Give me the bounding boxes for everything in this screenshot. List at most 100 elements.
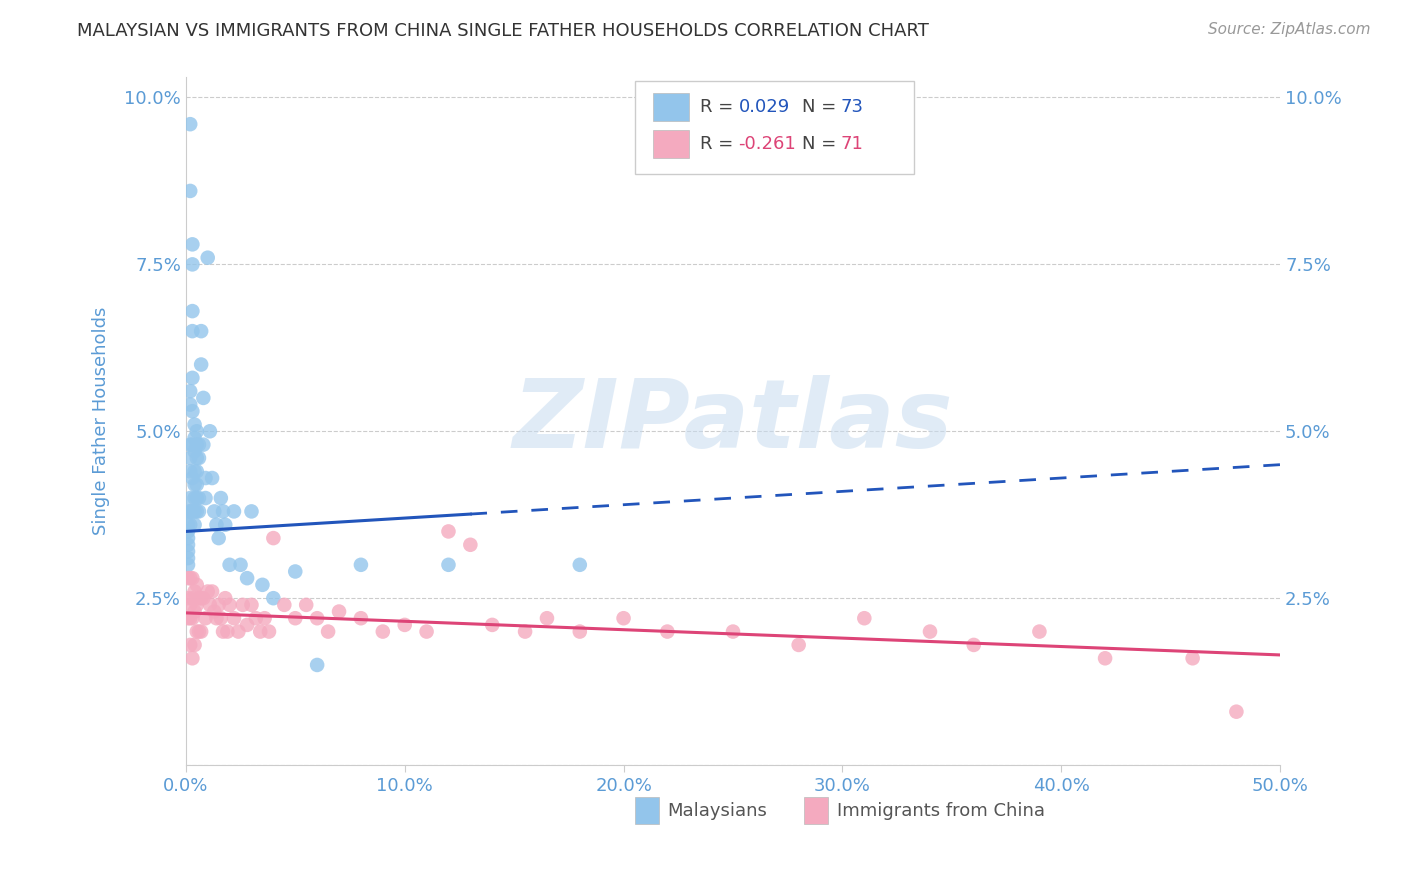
Point [1094, 651, 1116, 665]
Point [183, 444, 205, 458]
Point [181, 571, 204, 585]
Point [183, 517, 205, 532]
Point [721, 624, 744, 639]
Point [208, 598, 231, 612]
Point [177, 517, 200, 532]
Point [181, 471, 204, 485]
Point [232, 598, 254, 612]
Point [177, 538, 200, 552]
Point [201, 584, 224, 599]
Point [188, 624, 211, 639]
Point [240, 504, 263, 518]
Point [186, 578, 208, 592]
Text: N =: N = [801, 98, 842, 116]
Point [186, 504, 208, 518]
Point [209, 491, 232, 505]
Point [179, 504, 201, 518]
Point [194, 471, 217, 485]
Point [183, 417, 205, 432]
Point [212, 624, 235, 639]
Point [183, 477, 205, 491]
Point [188, 437, 211, 451]
Point [350, 558, 373, 572]
Point [536, 611, 558, 625]
Point [186, 624, 208, 639]
Text: Source: ZipAtlas.com: Source: ZipAtlas.com [1208, 22, 1371, 37]
Point [188, 504, 211, 518]
Text: 0.029: 0.029 [738, 98, 790, 116]
Point [253, 611, 276, 625]
Point [177, 504, 200, 518]
Point [228, 624, 250, 639]
Point [183, 605, 205, 619]
Bar [804, 797, 828, 823]
Point [394, 618, 416, 632]
Point [183, 431, 205, 445]
Point [181, 237, 204, 252]
Point [181, 304, 204, 318]
Point [179, 491, 201, 505]
Point [262, 531, 284, 545]
Point [181, 437, 204, 451]
Point [194, 491, 217, 505]
Point [181, 324, 204, 338]
Point [214, 517, 236, 532]
Text: N =: N = [801, 136, 842, 153]
Point [205, 611, 228, 625]
Point [181, 611, 204, 625]
Text: Immigrants from China: Immigrants from China [837, 802, 1045, 820]
Point [249, 624, 271, 639]
Point [179, 571, 201, 585]
Point [1225, 705, 1247, 719]
Point [316, 624, 339, 639]
Point [218, 598, 240, 612]
Point [177, 544, 200, 558]
Point [202, 504, 225, 518]
Point [568, 624, 591, 639]
Point [963, 638, 986, 652]
Point [217, 624, 239, 639]
Point [179, 517, 201, 532]
Text: -0.261: -0.261 [738, 136, 796, 153]
Point [568, 558, 591, 572]
Point [181, 404, 204, 418]
Point [307, 657, 329, 672]
Point [190, 324, 212, 338]
Point [437, 558, 460, 572]
Point [179, 117, 201, 131]
Point [218, 558, 240, 572]
Point [202, 605, 225, 619]
Bar [654, 130, 689, 158]
Point [513, 624, 536, 639]
Point [918, 624, 941, 639]
Point [179, 398, 201, 412]
Point [229, 558, 252, 572]
Text: MALAYSIAN VS IMMIGRANTS FROM CHINA SINGLE FATHER HOUSEHOLDS CORRELATION CHART: MALAYSIAN VS IMMIGRANTS FROM CHINA SINGL… [77, 22, 929, 40]
Point [201, 471, 224, 485]
Point [236, 618, 259, 632]
Point [328, 605, 350, 619]
Point [177, 591, 200, 606]
Point [188, 591, 211, 606]
Point [177, 558, 200, 572]
Point [198, 598, 221, 612]
Bar [634, 797, 658, 823]
Point [307, 611, 329, 625]
Point [194, 611, 217, 625]
Point [183, 491, 205, 505]
Point [177, 531, 200, 545]
Point [257, 624, 280, 639]
Point [183, 638, 205, 652]
Y-axis label: Single Father Households: Single Father Households [93, 307, 110, 535]
Point [179, 437, 201, 451]
Point [853, 611, 876, 625]
Point [177, 524, 200, 539]
Point [177, 551, 200, 566]
Point [284, 611, 307, 625]
Point [350, 611, 373, 625]
Point [179, 638, 201, 652]
Point [186, 450, 208, 465]
Text: ZIPatlas: ZIPatlas [513, 375, 953, 467]
Point [186, 491, 208, 505]
Point [1028, 624, 1050, 639]
